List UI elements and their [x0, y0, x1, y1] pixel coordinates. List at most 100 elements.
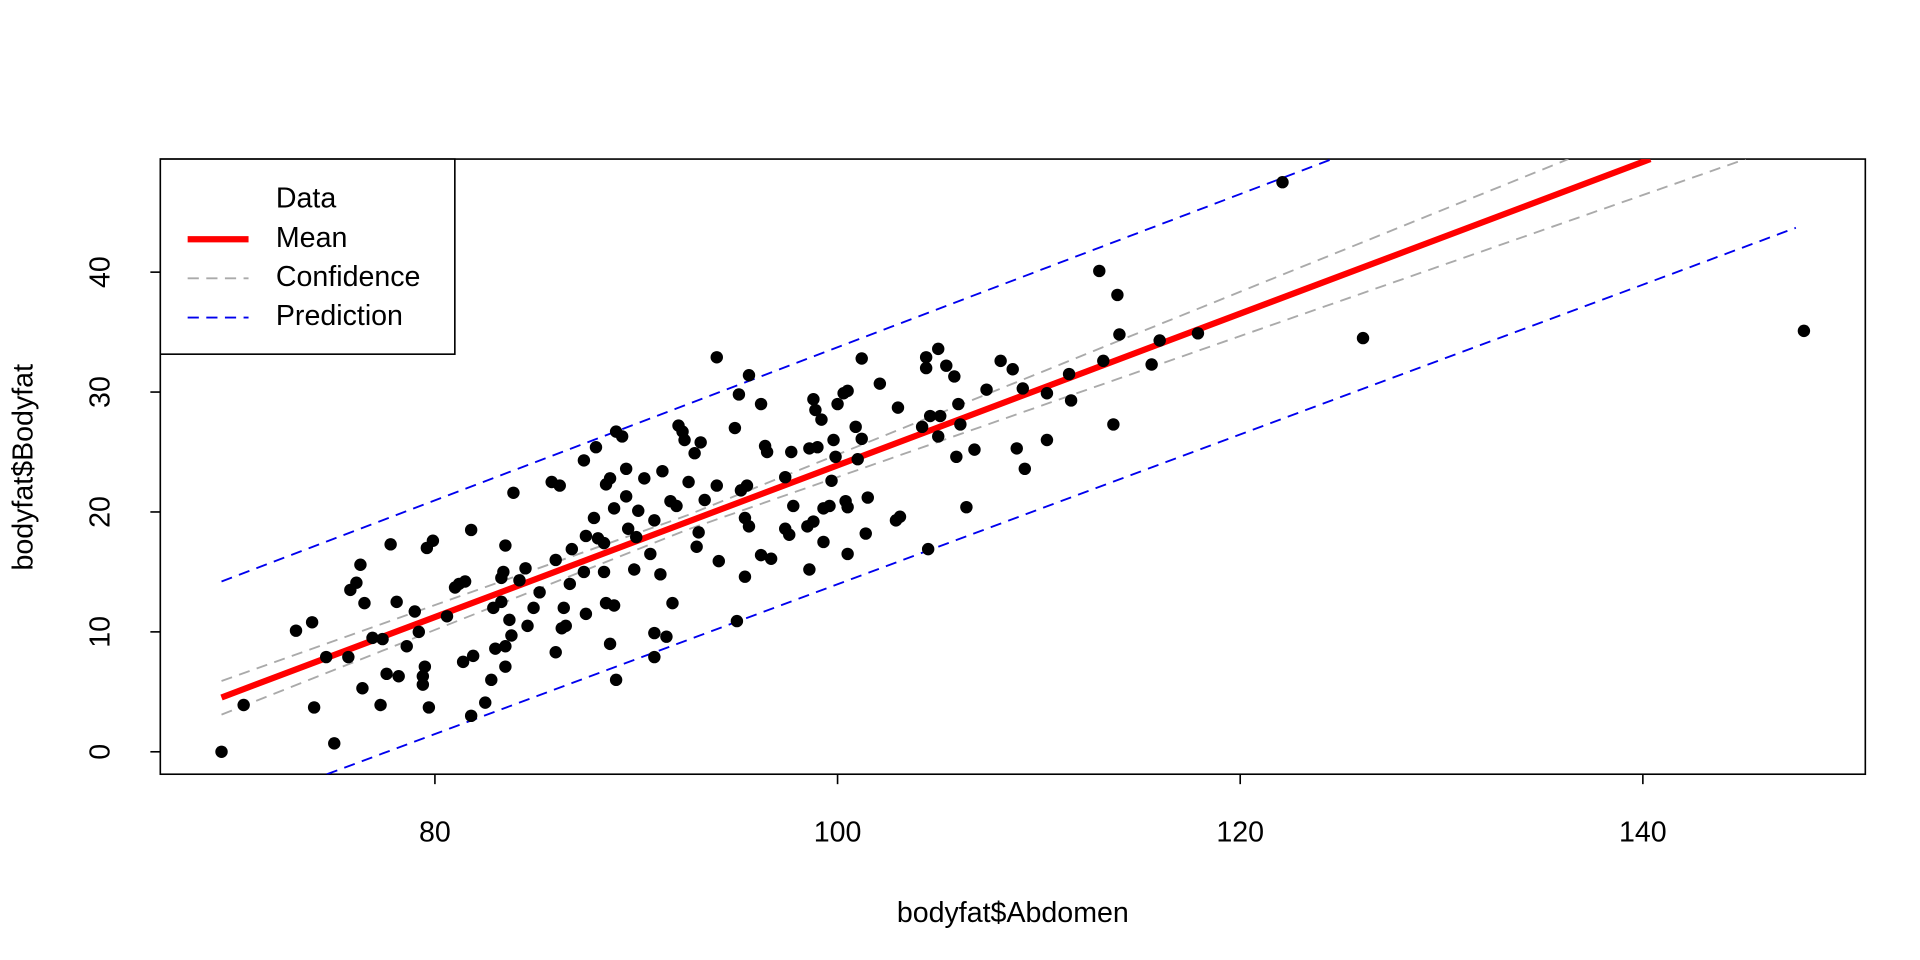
data-point	[831, 397, 844, 411]
data-point	[809, 403, 822, 417]
data-point	[609, 425, 623, 438]
data-point	[519, 562, 532, 575]
data-point	[827, 433, 840, 447]
fit-line	[221, 159, 1333, 583]
data-point	[950, 450, 963, 464]
legend-label: Mean	[276, 222, 348, 254]
data-point	[815, 413, 828, 426]
data-point	[307, 701, 321, 714]
data-point	[632, 504, 645, 517]
data-point	[648, 626, 661, 640]
data-point	[1111, 288, 1124, 302]
y-tick-label: 0	[84, 744, 116, 760]
data-point	[400, 640, 413, 653]
data-point	[728, 421, 742, 435]
data-point	[923, 409, 937, 423]
data-point	[1797, 324, 1811, 338]
data-point	[648, 650, 661, 664]
data-point	[764, 552, 778, 565]
data-point	[859, 527, 872, 540]
x-tick-label: 100	[814, 816, 862, 848]
data-point	[1356, 331, 1370, 345]
data-point	[215, 745, 228, 759]
data-point	[354, 558, 367, 571]
data-point	[940, 359, 953, 372]
fit-line	[326, 226, 1797, 775]
data-point	[666, 596, 679, 610]
data-point	[841, 384, 854, 398]
data-point	[954, 418, 967, 431]
data-point	[656, 464, 669, 478]
data-point	[688, 446, 701, 460]
data-point	[803, 563, 816, 576]
data-point	[619, 462, 633, 476]
data-point	[356, 682, 369, 695]
data-point	[919, 361, 933, 375]
data-point	[384, 538, 397, 551]
data-point	[380, 667, 393, 681]
data-point	[499, 640, 512, 653]
data-point	[487, 601, 500, 615]
data-point	[464, 523, 478, 537]
data-point	[1097, 354, 1110, 368]
data-point	[565, 542, 579, 556]
data-point	[855, 352, 868, 365]
data-point	[579, 607, 593, 621]
data-point	[589, 441, 603, 454]
line-layer	[220, 159, 1797, 775]
data-point	[712, 554, 725, 568]
data-point	[893, 510, 907, 523]
data-point	[577, 454, 591, 467]
data-point	[344, 583, 357, 597]
y-tick-label: 20	[84, 496, 116, 528]
data-point	[591, 532, 605, 545]
data-point	[915, 420, 929, 434]
data-point	[603, 637, 617, 651]
data-point	[1145, 358, 1158, 371]
y-tick-label: 30	[84, 376, 116, 408]
data-point	[366, 631, 379, 645]
data-point	[416, 678, 430, 691]
data-point	[690, 540, 703, 553]
data-point	[807, 393, 820, 406]
data-point	[921, 542, 935, 556]
data-point	[1153, 334, 1166, 347]
data-point	[654, 568, 667, 581]
data-point	[549, 553, 562, 567]
data-point	[420, 541, 434, 555]
data-point	[408, 605, 421, 618]
data-point	[738, 570, 752, 583]
data-point	[841, 500, 854, 514]
data-point	[742, 369, 756, 382]
data-point	[648, 514, 661, 527]
data-point	[660, 630, 673, 643]
data-point	[553, 479, 566, 492]
data-point	[440, 610, 454, 623]
data-point	[932, 430, 945, 443]
data-point	[779, 470, 792, 484]
data-point	[392, 670, 405, 683]
data-point	[851, 452, 864, 466]
data-point	[630, 530, 643, 544]
data-point	[456, 655, 470, 669]
legend-box	[159, 158, 456, 355]
data-point	[787, 499, 800, 513]
y-tick-label: 40	[84, 256, 116, 288]
fit-line	[220, 159, 1652, 701]
data-point	[873, 377, 887, 390]
plot-frame	[159, 158, 1867, 776]
legend-label: Data	[276, 183, 336, 215]
data-point	[891, 401, 905, 414]
legend-label: Prediction	[276, 300, 403, 332]
data-point	[785, 445, 798, 459]
data-point	[1276, 175, 1289, 189]
data-point	[418, 660, 432, 673]
data-point	[579, 529, 593, 543]
data-point	[597, 565, 611, 579]
data-point	[599, 478, 613, 491]
data-point	[960, 500, 973, 514]
data-point	[599, 596, 613, 610]
data-point	[779, 522, 792, 535]
data-point	[499, 660, 512, 673]
